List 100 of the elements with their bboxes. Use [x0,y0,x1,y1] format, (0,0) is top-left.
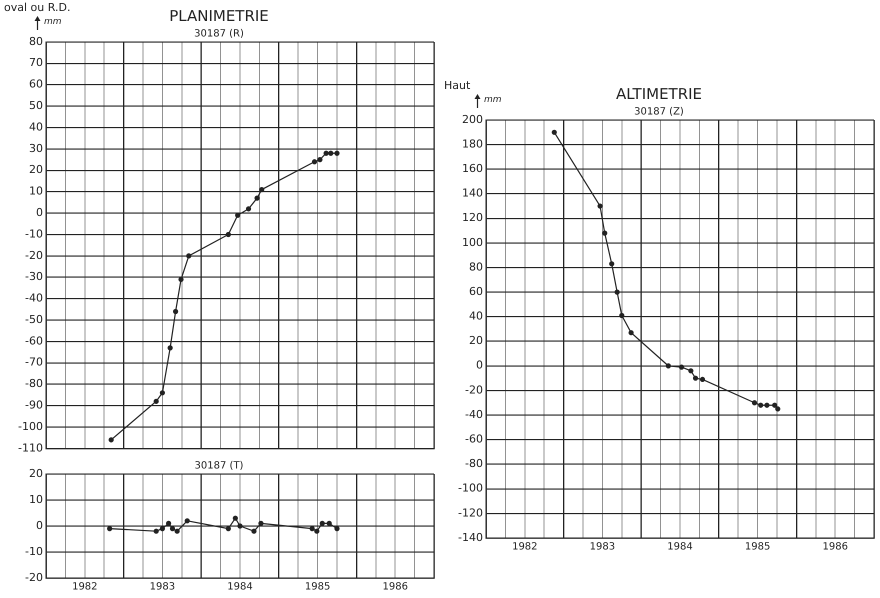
y-tick-label: 60 [29,78,43,91]
point [237,523,243,529]
point [602,230,608,236]
point [226,526,231,532]
point [226,232,231,238]
point [692,376,698,381]
x-tick-label: 1985 [304,582,330,593]
point [259,186,264,192]
text: mm [484,95,502,105]
x-tick-label: 1985 [744,542,770,553]
point [772,402,778,408]
point [752,400,758,406]
point [246,206,252,212]
y-tick-label: -100 [18,420,43,433]
point [254,196,260,201]
point [172,308,178,314]
point [628,330,634,336]
y-tick-label: -80 [465,457,483,470]
point [108,437,114,442]
point [160,526,165,532]
point [258,520,264,526]
point [700,376,706,382]
y-tick-label: -100 [458,482,483,495]
point [552,130,557,135]
chart-subtitle: 30187 (R) [194,28,244,40]
point [334,150,340,156]
point [764,402,770,408]
y-tick-label: 80 [469,260,483,274]
point [324,150,329,156]
x-tick-label: 1983 [590,542,616,553]
point [317,157,323,162]
point [678,364,684,370]
y-tick-label: -120 [458,506,483,520]
y-tick-label: 20 [469,334,483,348]
point [186,253,192,258]
y-tick-label: -60 [25,334,43,348]
point [326,520,332,526]
y-tick-label: -10 [25,227,43,240]
point [312,159,318,164]
y-tick-label: -20 [25,570,43,584]
point [310,526,315,532]
y-axis-title: Haut [444,79,470,92]
x-tick-label: 1983 [150,582,176,593]
y-tick-label: 70 [29,56,43,70]
point [232,516,238,521]
y-tick-label: -80 [25,377,43,390]
y-tick-label: 160 [462,162,483,176]
chart-title: 30187 (T) [194,460,244,472]
y-tick-label: -140 [458,530,483,544]
point [320,520,325,526]
point [154,398,159,404]
y-tick-label: 0 [36,518,43,532]
y-tick-label: 100 [462,236,483,249]
point [619,312,624,318]
y-axis-title: oval ou R.D. [4,1,70,14]
point [168,345,173,350]
point [154,528,159,534]
y-tick-label: -10 [25,544,43,558]
point [107,526,112,532]
y-tick-label: 10 [29,184,43,198]
point [251,528,257,534]
point [614,290,620,295]
y-tick-label: 40 [469,310,483,323]
y-tick-label: 50 [29,99,43,112]
chart-title: ALTIMETRIE [616,84,702,103]
point [666,363,671,368]
x-tick-label: 1982 [72,582,98,593]
point [160,390,165,396]
y-tick-label: -30 [25,270,43,284]
point [597,203,603,209]
y-tick-label: -50 [25,312,43,326]
point [184,518,190,524]
y-tick-label: 80 [29,34,43,48]
point [170,526,176,532]
y-tick-label: -40 [465,408,483,421]
y-tick-label: 140 [462,186,483,200]
y-tick-label: -60 [465,432,483,446]
y-tick-label: 20 [29,163,43,176]
point [174,528,180,534]
point [166,520,172,526]
y-tick-label: -20 [465,383,483,396]
y-tick-label: -70 [25,356,43,369]
y-tick-label: 60 [469,284,483,298]
text: mm [44,17,62,27]
y-tick-label: -90 [25,398,43,412]
point [609,261,614,266]
point [758,402,764,408]
chart-subtitle: 30187 (Z) [634,106,684,118]
y-tick-label: 0 [36,206,43,219]
point [334,526,340,532]
x-tick-label: 1984 [667,542,693,553]
y-tick-label: -110 [18,441,43,454]
y-tick-label: 180 [462,137,483,150]
point [328,150,334,156]
chart-title: PLANIMETRIE [169,6,269,25]
y-tick-label: 200 [462,112,483,126]
x-tick-label: 1986 [822,542,848,553]
y-tick-label: -20 [25,248,43,262]
point [688,368,694,374]
x-tick-label: 1986 [382,582,408,593]
